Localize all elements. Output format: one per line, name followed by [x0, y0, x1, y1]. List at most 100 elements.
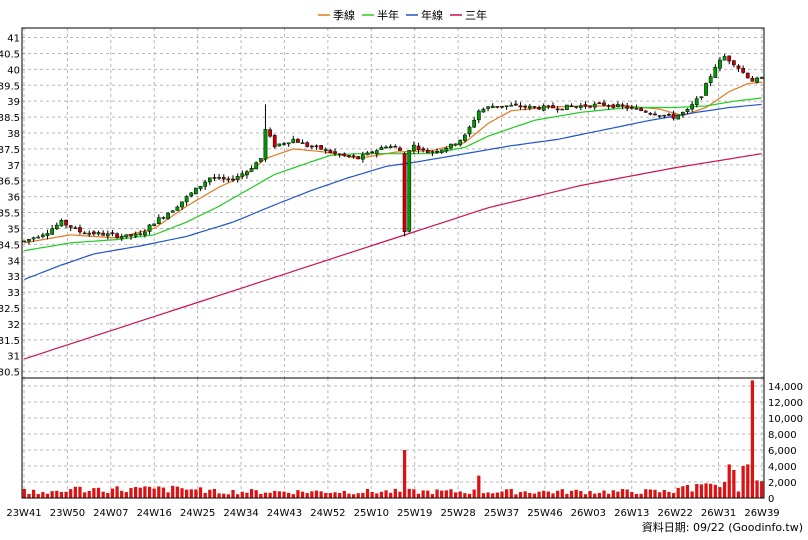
volume-bar-1	[27, 493, 31, 498]
candle-body	[282, 143, 286, 145]
candle-17	[101, 230, 106, 236]
volume-bar-51	[259, 493, 263, 498]
volume-bar-105	[509, 488, 513, 498]
candle-55	[277, 143, 282, 147]
candle-body	[458, 139, 463, 146]
volume-bar-33	[175, 486, 179, 498]
candle-96	[467, 125, 472, 137]
candle-148	[708, 74, 713, 87]
candle-body	[755, 77, 759, 83]
date-tick-label-8: 25W10	[354, 508, 389, 519]
candle-body	[36, 236, 41, 239]
candle-body	[110, 232, 115, 235]
candle-body	[64, 219, 68, 226]
volume-bar-122	[588, 490, 592, 498]
candle-body	[411, 144, 416, 151]
volume-bar-118	[569, 490, 574, 498]
candle-body	[565, 104, 569, 110]
candle-body	[231, 178, 235, 181]
candle-73	[360, 151, 365, 163]
candle-94	[458, 139, 463, 147]
candle-body	[184, 196, 189, 203]
volume-bar-20	[115, 486, 119, 498]
date-tick-label-7: 24W52	[310, 508, 345, 519]
legend-label-1: 半年	[377, 8, 399, 22]
candle-114	[551, 102, 555, 109]
candle-125	[602, 99, 606, 107]
candle-47	[240, 170, 245, 180]
volume-bar-149	[713, 484, 717, 498]
price-tick-label-1: 40.5	[0, 49, 20, 60]
volume-bar-112	[542, 490, 546, 498]
volume-bar-27	[147, 486, 152, 498]
candle-26	[143, 229, 147, 238]
price-grid	[22, 28, 764, 378]
volume-bar-0	[22, 488, 26, 498]
volume-tick-label-6: 2,000	[768, 478, 797, 489]
volume-bar-153	[732, 470, 736, 498]
volume-bar-101	[491, 493, 495, 498]
volume-bar-32	[171, 485, 175, 498]
volume-bar-13	[82, 492, 87, 498]
candle-149	[713, 64, 718, 79]
volume-bar-144	[690, 491, 694, 498]
volume-bar-103	[500, 491, 504, 498]
candle-143	[685, 107, 690, 115]
date-axis-labels: 23W41 23W50 24W07 24W16 24W25 24W34 24W43 24W52…	[6, 508, 779, 519]
volume-bar-58	[291, 494, 295, 498]
candle-51	[258, 158, 263, 163]
volume-bar-18	[106, 493, 110, 498]
candle-84	[411, 141, 416, 154]
volume-bar-139	[667, 491, 671, 498]
volume-bar-114	[551, 493, 555, 498]
candle-body	[365, 152, 370, 156]
volume-bar-38	[198, 487, 203, 498]
candle-body	[616, 104, 620, 107]
volume-bar-148	[709, 483, 713, 498]
volume-bar-8	[59, 491, 64, 498]
volume-bar-35	[185, 489, 189, 498]
volume-bar-43	[222, 493, 226, 498]
volume-bar-4	[41, 492, 45, 498]
candle-body	[217, 177, 221, 179]
candle-body	[370, 151, 375, 154]
volume-bar-66	[328, 493, 333, 498]
candle-6	[50, 225, 55, 236]
candle-104	[504, 105, 509, 110]
candle-5	[45, 229, 50, 240]
candle-69	[342, 152, 347, 157]
candle-147	[704, 82, 708, 96]
candle-body	[226, 178, 231, 181]
candle-0	[22, 240, 27, 243]
volume-bar-121	[583, 494, 588, 498]
date-tick-label-12: 25W46	[527, 508, 562, 519]
price-tick-label-4: 39	[7, 97, 20, 108]
candle-body	[235, 176, 240, 180]
candlesticks	[22, 53, 764, 245]
volume-bar-3	[36, 494, 40, 498]
candle-48	[245, 169, 249, 179]
candle-body	[523, 105, 528, 108]
candle-18	[105, 230, 110, 240]
volume-bar-26	[143, 486, 147, 498]
volume-bar-84	[412, 489, 416, 498]
candle-body	[718, 59, 722, 69]
candle-body	[291, 138, 296, 144]
candle-56	[282, 141, 286, 146]
volume-bar-107	[518, 492, 523, 498]
volume-bar-152	[727, 464, 731, 498]
candle-16	[96, 230, 101, 236]
candle-body	[240, 173, 245, 177]
moving-average-lines	[24, 81, 762, 360]
volume-bar-65	[324, 493, 328, 498]
candle-19	[110, 229, 115, 237]
candle-3	[36, 235, 41, 239]
candle-body	[625, 105, 630, 109]
candle-body	[578, 105, 583, 108]
candle-body	[694, 98, 699, 105]
candle-body	[736, 65, 741, 69]
volume-bar-71	[351, 494, 356, 498]
volume-bar-85	[416, 493, 421, 498]
price-tick-label-2: 40	[7, 65, 20, 76]
candle-134	[643, 110, 648, 113]
